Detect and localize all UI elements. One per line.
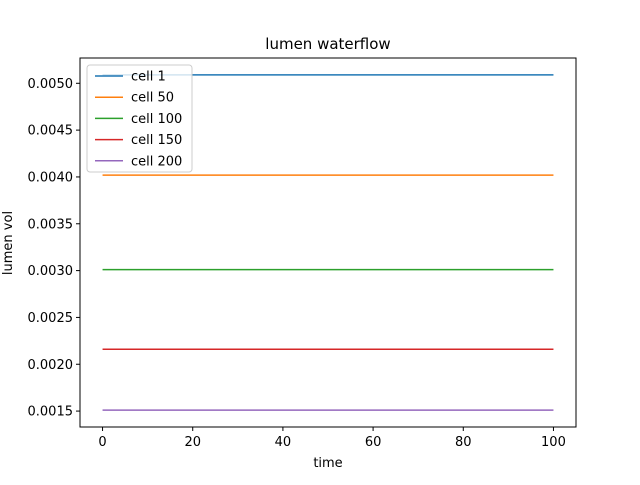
- y-tick-label: 0.0040: [28, 170, 74, 185]
- x-tick-label: 20: [184, 435, 201, 450]
- plot-frame: [79, 57, 577, 428]
- y-tick-label: 0.0020: [28, 358, 74, 373]
- y-tick-label: 0.0030: [28, 264, 74, 279]
- legend: cell 1 cell 50 cell 100 cell 150 cell 200: [86, 64, 193, 173]
- x-tick-label: 40: [275, 435, 292, 450]
- x-tick-label: 100: [541, 435, 566, 450]
- y-tick-label: 0.0045: [28, 124, 74, 139]
- legend-label: cell 100: [131, 112, 182, 127]
- y-axis-ticks: 0.0015 0.0020 0.0025 0.0030 0.0035 0.0040 0.00…: [28, 77, 80, 420]
- x-tick-label: 80: [455, 435, 472, 450]
- series-layer: [102, 74, 554, 411]
- legend-box: [86, 64, 193, 173]
- legend-label: cell 150: [131, 133, 182, 148]
- legend-label: cell 1: [131, 70, 166, 85]
- chart-title: lumen waterflow: [265, 35, 390, 53]
- x-axis-label: time: [313, 456, 342, 471]
- y-tick-label: 0.0035: [28, 217, 74, 232]
- y-tick-label: 0.0050: [28, 77, 74, 92]
- legend-label: cell 50: [131, 91, 174, 106]
- legend-label: cell 200: [131, 154, 182, 169]
- x-axis-ticks: 0 20 40 60 80 100: [98, 427, 566, 450]
- x-tick-label: 0: [98, 435, 106, 450]
- x-tick-label: 60: [365, 435, 382, 450]
- y-tick-label: 0.0025: [28, 311, 74, 326]
- y-axis-label: lumen vol: [1, 211, 16, 275]
- y-tick-label: 0.0015: [28, 405, 74, 420]
